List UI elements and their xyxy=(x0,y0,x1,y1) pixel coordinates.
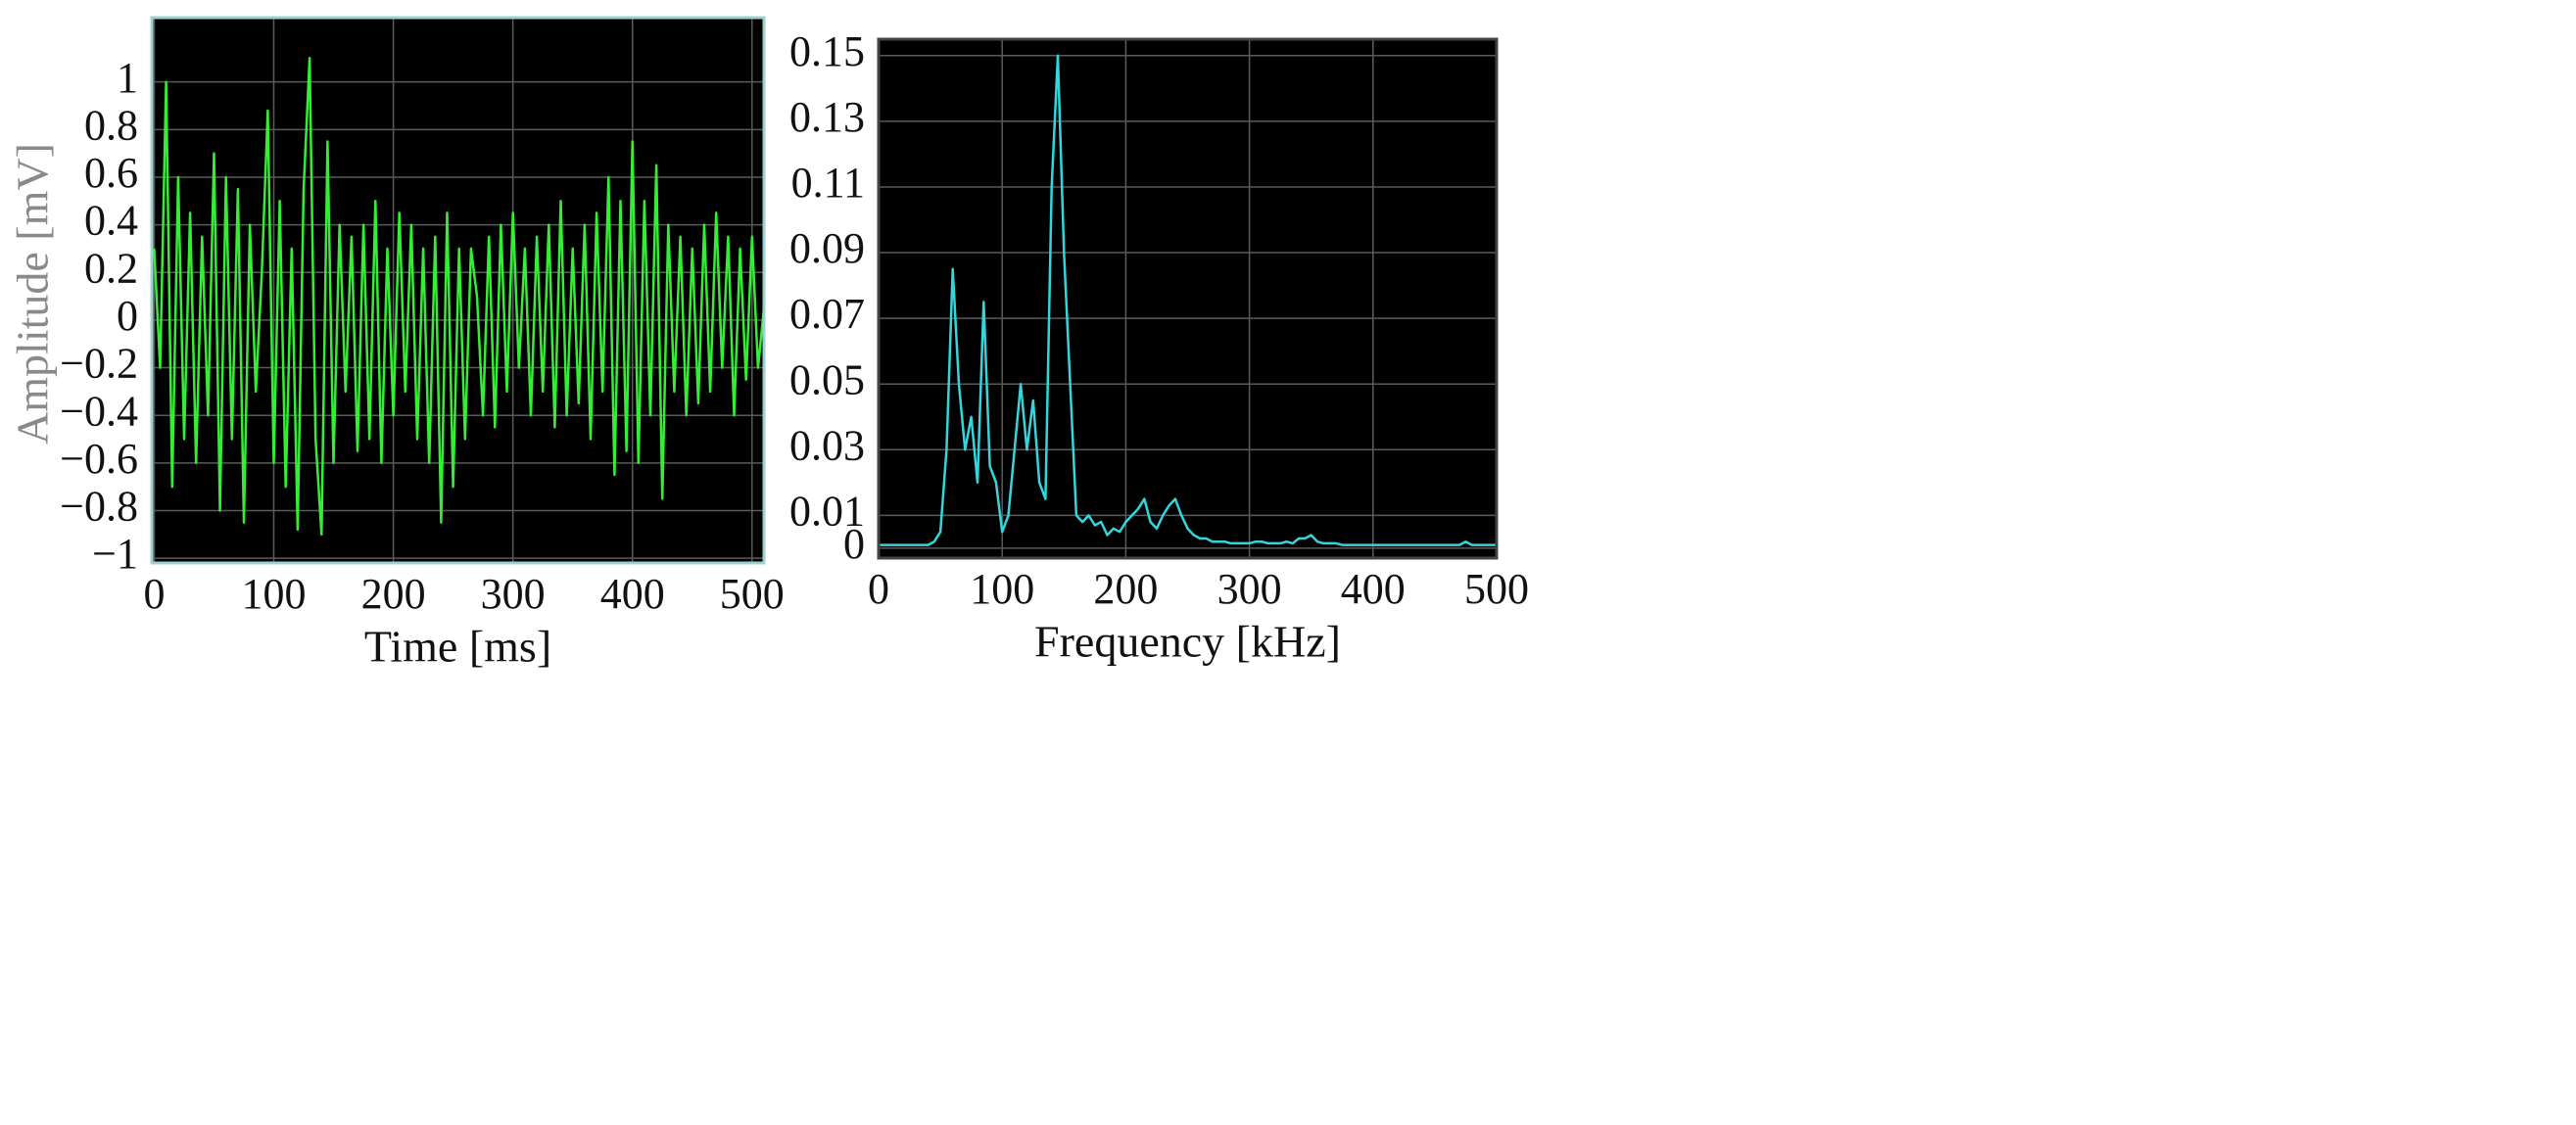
y-tick-label: −1 xyxy=(92,530,138,578)
y-tick-label: 0.09 xyxy=(789,224,865,272)
y-tick-label: 0.2 xyxy=(84,244,138,292)
y-tick-label: 0.4 xyxy=(84,197,138,245)
y-tick-label: 1 xyxy=(117,54,138,102)
y-tick-label: 0.05 xyxy=(789,355,865,403)
signal-line xyxy=(879,54,1497,546)
y-tick-label: 0 xyxy=(117,292,138,340)
y-tick-label: −0.2 xyxy=(60,340,138,388)
y-tick-label: 0.01 xyxy=(789,487,865,535)
x-tick-label: 0 xyxy=(868,565,889,613)
x-tick-label: 200 xyxy=(361,570,426,618)
signal-line xyxy=(153,57,766,537)
x-axis-title: Frequency [kHz] xyxy=(1034,617,1341,667)
y-tick-label: 0.8 xyxy=(84,101,138,149)
y-tick-label: −0.8 xyxy=(60,483,138,531)
x-tick-label: 300 xyxy=(1217,565,1282,613)
x-tick-label: 100 xyxy=(970,565,1034,613)
y-axis-title: Amplitude [mV] xyxy=(8,143,58,445)
x-tick-label: 400 xyxy=(1341,565,1406,613)
x-axis-title: Time [ms] xyxy=(364,622,551,672)
plot-border xyxy=(877,37,1499,560)
y-tick-label: 0.11 xyxy=(791,159,865,207)
y-tick-label: 0.6 xyxy=(84,149,138,197)
x-tick-label: 100 xyxy=(242,570,307,618)
x-tick-label: 500 xyxy=(1464,565,1529,613)
y-tick-label: −0.6 xyxy=(60,435,138,483)
y-tick-label: 0.13 xyxy=(789,93,865,141)
x-tick-label: 300 xyxy=(481,570,546,618)
x-tick-label: 500 xyxy=(720,570,785,618)
y-tick-label: 0.15 xyxy=(789,27,865,75)
x-tick-label: 400 xyxy=(600,570,665,618)
y-tick-label: 0.07 xyxy=(789,290,865,338)
plot-border xyxy=(150,16,766,565)
x-tick-label: 200 xyxy=(1093,565,1158,613)
y-tick-label: 0 xyxy=(843,520,865,568)
y-tick-label: 0.03 xyxy=(789,421,865,469)
y-tick-label: −0.4 xyxy=(60,387,138,435)
plot-area xyxy=(879,39,1497,558)
x-tick-label: 0 xyxy=(143,570,165,618)
